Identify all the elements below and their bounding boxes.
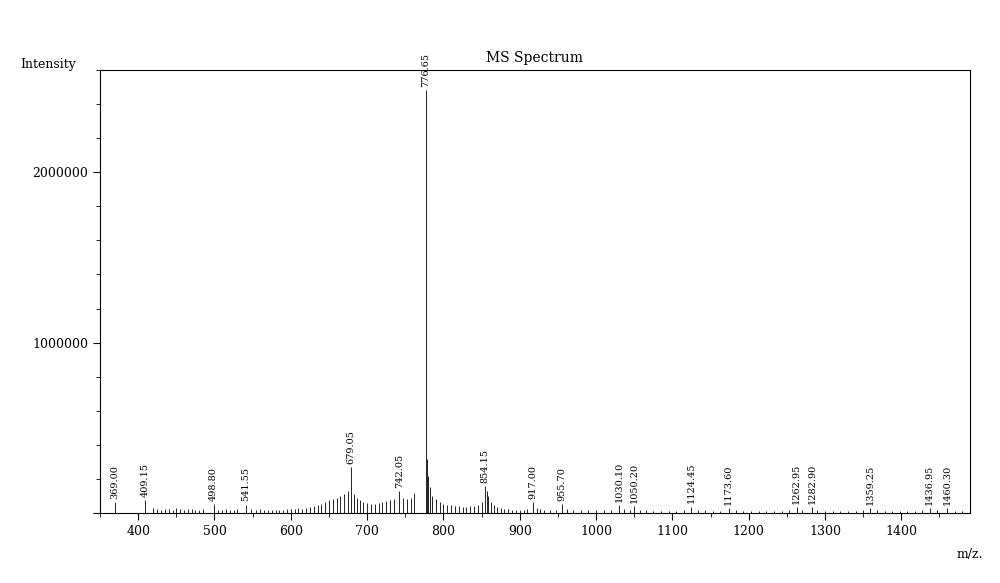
Text: 955.70: 955.70 bbox=[558, 467, 567, 501]
Text: 776.65: 776.65 bbox=[421, 53, 430, 87]
Text: 742.05: 742.05 bbox=[395, 454, 404, 488]
Text: 1050.20: 1050.20 bbox=[630, 463, 639, 503]
Text: 679.05: 679.05 bbox=[347, 430, 356, 464]
Title: MS Spectrum: MS Spectrum bbox=[486, 51, 584, 65]
Text: 1173.60: 1173.60 bbox=[724, 465, 733, 505]
Text: 541.55: 541.55 bbox=[242, 468, 251, 501]
Text: 1030.10: 1030.10 bbox=[615, 462, 624, 503]
Text: 1124.45: 1124.45 bbox=[687, 463, 696, 504]
Text: Intensity: Intensity bbox=[20, 58, 76, 71]
Text: 1262.95: 1262.95 bbox=[792, 463, 801, 504]
X-axis label: m/z.: m/z. bbox=[957, 549, 983, 561]
Text: 1359.25: 1359.25 bbox=[866, 465, 875, 505]
Text: 498.80: 498.80 bbox=[209, 467, 218, 501]
Text: 1282.90: 1282.90 bbox=[807, 464, 816, 504]
Text: 854.15: 854.15 bbox=[480, 449, 489, 483]
Text: 1460.30: 1460.30 bbox=[943, 465, 952, 505]
Text: 369.00: 369.00 bbox=[110, 465, 119, 499]
Text: 917.00: 917.00 bbox=[528, 465, 537, 499]
Text: 1436.95: 1436.95 bbox=[925, 465, 934, 505]
Text: 409.15: 409.15 bbox=[141, 463, 150, 497]
